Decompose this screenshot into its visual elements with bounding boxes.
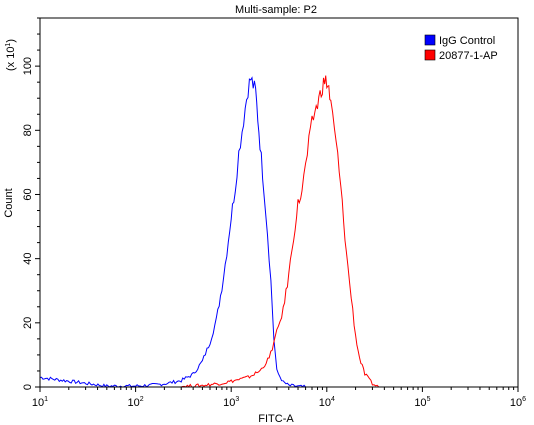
- y-multiplier-label: (x 101): [5, 39, 17, 71]
- x-tick-label: 103: [223, 396, 239, 409]
- legend: IgG Control 20877-1-AP: [424, 34, 498, 62]
- legend-swatch: [424, 49, 436, 61]
- y-tick-label: 20: [22, 317, 34, 329]
- y-multiplier-prefix: (x 10: [5, 47, 17, 71]
- y-tick-label: 80: [22, 124, 34, 136]
- x-tick-label: 106: [510, 396, 526, 409]
- y-multiplier-exponent: 1: [5, 43, 12, 47]
- y-tick-label: 60: [22, 188, 34, 200]
- legend-label: IgG Control: [439, 35, 495, 47]
- legend-label: 20877-1-AP: [439, 50, 498, 62]
- series-line-2: [181, 75, 380, 388]
- x-tick-label: 105: [414, 396, 430, 409]
- y-axis-label: Count: [3, 188, 15, 217]
- x-axis-label: FITC-A: [258, 413, 294, 425]
- y-tick-label: 40: [22, 253, 34, 265]
- y-tick-label: 100: [22, 57, 34, 75]
- x-tick-label: 102: [128, 396, 144, 409]
- series-layer: [39, 75, 380, 388]
- x-tick-label: 101: [32, 396, 48, 409]
- y-multiplier-suffix: ): [5, 39, 17, 43]
- chart-title: Multi-sample: P2: [235, 4, 317, 16]
- legend-swatch: [424, 34, 436, 46]
- x-tick-label: 104: [319, 396, 335, 409]
- series-line-1: [39, 76, 306, 388]
- y-tick-label: 0: [22, 384, 34, 390]
- ticks-layer: 0 20 40 60 80 100 101 102 103 104 105 106: [22, 17, 526, 409]
- plot-frame: [39, 17, 519, 388]
